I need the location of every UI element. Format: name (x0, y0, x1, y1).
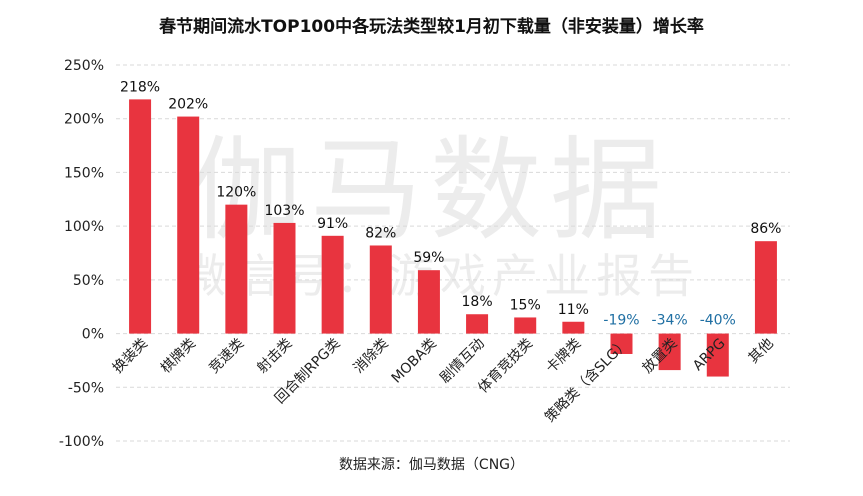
y-tick-label: 200% (64, 112, 104, 128)
data-label: 18% (462, 294, 493, 310)
x-tick-label: MOBA类 (389, 336, 440, 387)
chart-title: 春节期间流水TOP100中各玩法类型较1月初下载量（非安装量）增长率 (159, 17, 704, 37)
data-label: 11% (558, 302, 589, 318)
data-label: -40% (700, 313, 736, 329)
x-tick-label: 射击类 (254, 336, 295, 377)
x-tick-label: 换装类 (109, 335, 151, 377)
bar (225, 204, 248, 334)
bar (466, 314, 489, 334)
bar (754, 241, 777, 334)
y-tick-label: 0% (82, 327, 104, 343)
data-label: -34% (652, 313, 688, 329)
y-tick-label: -50% (68, 380, 104, 396)
data-label: 82% (365, 225, 396, 241)
bars (129, 99, 777, 377)
data-label: 91% (317, 216, 348, 232)
y-tick-label: 100% (64, 219, 104, 235)
y-tick-label: 150% (64, 165, 104, 181)
y-tick-label: 50% (73, 273, 104, 289)
y-tick-label: 250% (64, 58, 104, 74)
gridlines (116, 64, 790, 442)
value-labels: 218% 202% 120% 103% 91% 82% 59% 18% 15% 11% -19% -3… (120, 79, 781, 328)
x-tick-label: 消除类 (351, 336, 392, 377)
y-axis-ticks: -100% -50% 0% 50% 100% 150% 200% 250% (59, 58, 104, 450)
y-tick-label: -100% (59, 434, 104, 450)
bar (321, 235, 344, 334)
x-tick-label: 卡牌类 (542, 335, 584, 377)
bar (706, 333, 729, 377)
source-note: 数据来源：伽马数据（CNG） (338, 457, 525, 473)
bar (514, 317, 537, 334)
bar (273, 222, 296, 334)
x-tick-label: 其他 (746, 336, 777, 367)
bar (658, 333, 681, 371)
bar (129, 99, 152, 334)
data-label: 103% (264, 203, 304, 219)
data-label: 59% (413, 250, 444, 266)
data-label: -19% (603, 313, 639, 329)
x-tick-label: 竞速类 (205, 335, 247, 377)
bar (562, 321, 585, 334)
data-label: 202% (168, 97, 208, 113)
bar (610, 333, 633, 354)
data-label: 120% (216, 185, 256, 201)
x-tick-label: 策略类（含SLG） (541, 335, 632, 426)
x-tick-label: 棋牌类 (157, 335, 199, 377)
data-label: 86% (750, 221, 781, 237)
bar (177, 116, 200, 334)
data-label: 218% (120, 79, 160, 95)
bar (369, 245, 392, 334)
data-label: 15% (510, 297, 541, 313)
bar (417, 270, 440, 334)
